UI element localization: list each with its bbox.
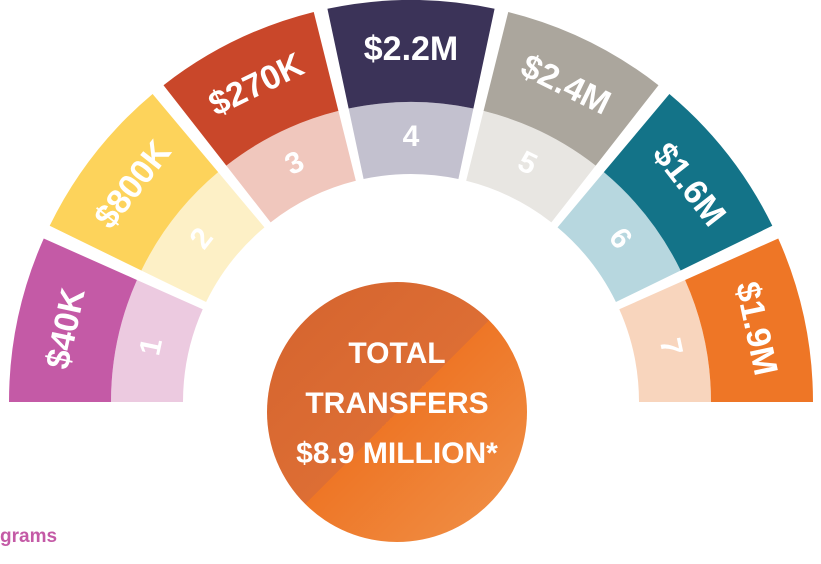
segment-value: $2.2M	[364, 30, 459, 68]
segment-outer	[603, 94, 773, 271]
segment-outer	[327, 0, 495, 109]
segment-inner	[619, 279, 711, 402]
segment-outer	[49, 94, 219, 271]
segment-number: 4	[403, 120, 420, 153]
segment-inner	[466, 110, 596, 223]
segment-number: 1	[133, 335, 169, 358]
center-line: TOTAL	[348, 337, 445, 370]
center-line: TRANSFERS	[305, 387, 488, 420]
segment-number: 7	[653, 335, 689, 358]
segment-inner	[557, 172, 681, 303]
caption: grams	[0, 526, 57, 547]
center-circle	[267, 282, 527, 542]
segment-outer	[685, 238, 813, 402]
center-line: $8.9 MILLION*	[296, 437, 498, 470]
segment-inner	[141, 172, 265, 303]
segment-outer	[483, 11, 659, 166]
segment-inner	[348, 101, 474, 179]
segment-inner	[111, 279, 203, 402]
segment-inner	[226, 110, 356, 223]
segment-outer	[163, 11, 339, 166]
segment-outer	[9, 238, 137, 402]
